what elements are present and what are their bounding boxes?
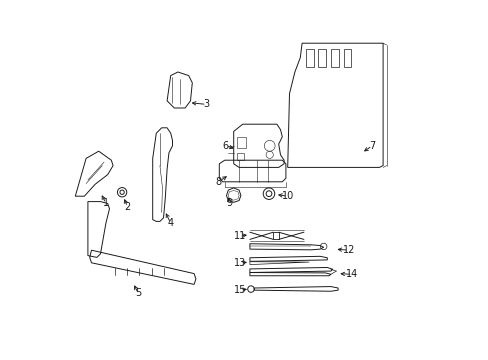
Text: 3: 3 [203,99,209,109]
Text: 15: 15 [234,285,246,295]
Text: 1: 1 [102,198,109,208]
Text: 12: 12 [342,245,354,255]
Bar [236,153,244,160]
Text: 13: 13 [234,258,246,268]
Text: 5: 5 [135,288,141,298]
Text: 10: 10 [281,191,293,201]
Bar [272,232,279,239]
Text: 6: 6 [222,141,228,151]
Text: 14: 14 [346,269,358,279]
Text: 7: 7 [368,141,375,151]
Text: 4: 4 [167,218,173,228]
Bar [236,137,245,148]
Bar [343,49,351,67]
Text: 9: 9 [226,198,232,208]
Text: 8: 8 [215,177,221,187]
Text: 2: 2 [124,202,130,212]
Bar [330,49,338,67]
Text: 11: 11 [234,231,246,241]
Bar [318,49,325,67]
Bar [305,49,313,67]
